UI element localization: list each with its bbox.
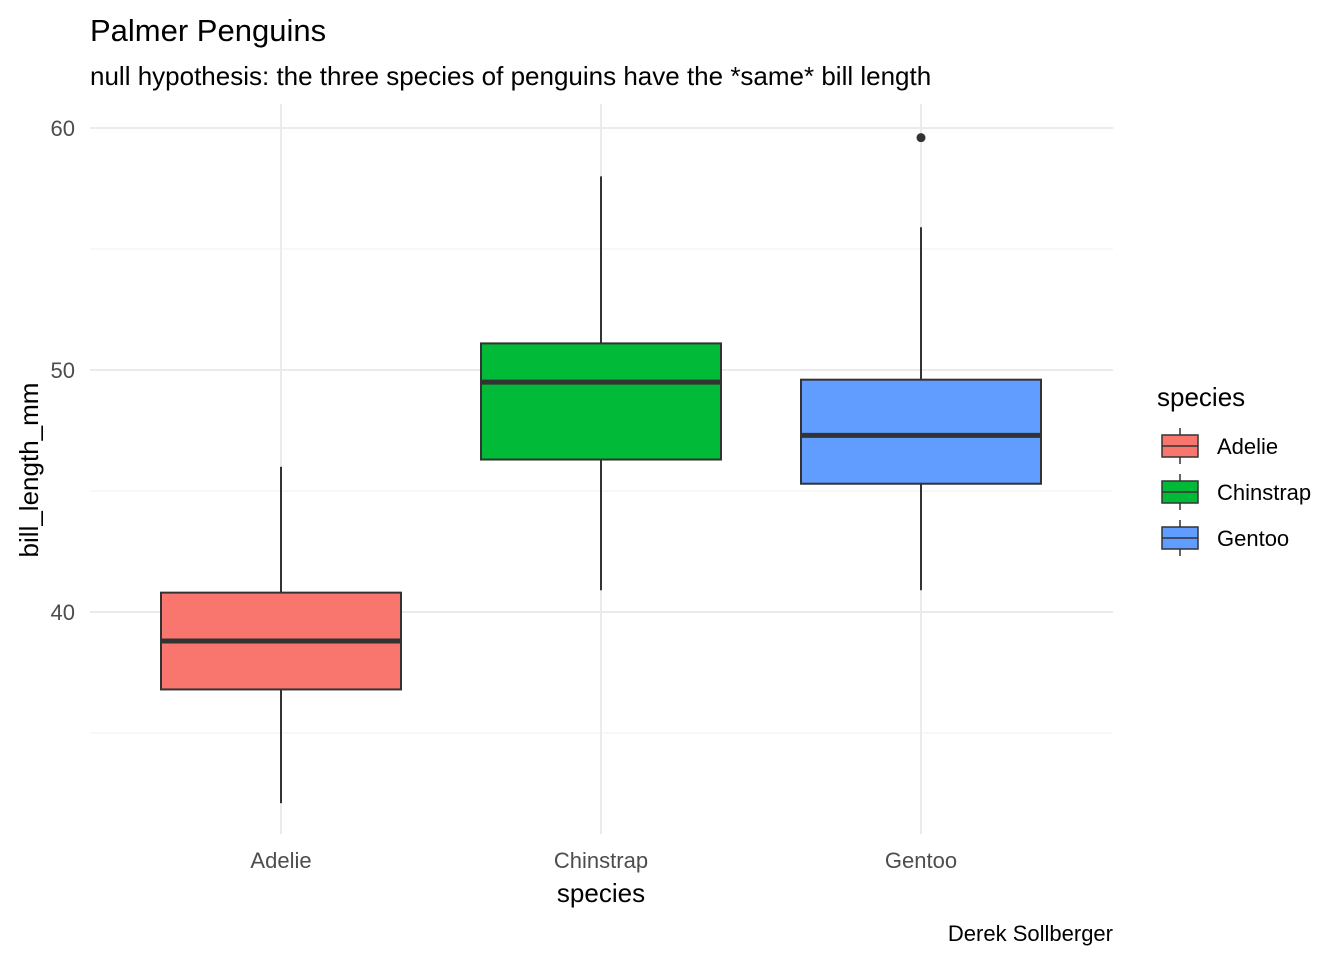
x-tick-labels: Adelie Chinstrap Gentoo — [250, 848, 957, 873]
legend-item-chinstrap: Chinstrap — [1161, 474, 1311, 510]
legend-items: Adelie Chinstrap Gentoo — [1161, 428, 1311, 556]
box-adelie — [160, 466, 402, 804]
x-axis-title: species — [557, 878, 645, 908]
x-tick-label: Gentoo — [885, 848, 957, 873]
legend-label: Adelie — [1217, 434, 1278, 459]
y-tick-label: 50 — [51, 358, 75, 383]
legend-item-adelie: Adelie — [1161, 428, 1278, 464]
chart-title: Palmer Penguins — [90, 13, 326, 48]
iqr-box — [800, 378, 1042, 485]
box-gentoo — [800, 133, 1042, 591]
x-tick-label: Adelie — [250, 848, 311, 873]
chart-subtitle: null hypothesis: the three species of pe… — [90, 61, 931, 91]
legend-label: Gentoo — [1217, 526, 1289, 551]
legend-item-gentoo: Gentoo — [1161, 520, 1289, 556]
x-tick-label: Chinstrap — [554, 848, 648, 873]
iqr-box — [480, 342, 722, 461]
box-chinstrap — [480, 176, 722, 591]
legend-title: species — [1157, 382, 1245, 412]
chart-caption: Derek Sollberger — [948, 921, 1113, 946]
y-axis-title: bill_length_mm — [14, 383, 44, 558]
legend-label: Chinstrap — [1217, 480, 1311, 505]
y-tick-label: 40 — [51, 600, 75, 625]
box-layer — [160, 133, 1042, 804]
legend: species Adelie Chinstrap Gentoo — [1157, 382, 1311, 556]
outlier-point — [916, 133, 926, 143]
y-tick-labels: 40 50 60 — [51, 116, 75, 625]
y-tick-label: 60 — [51, 116, 75, 141]
